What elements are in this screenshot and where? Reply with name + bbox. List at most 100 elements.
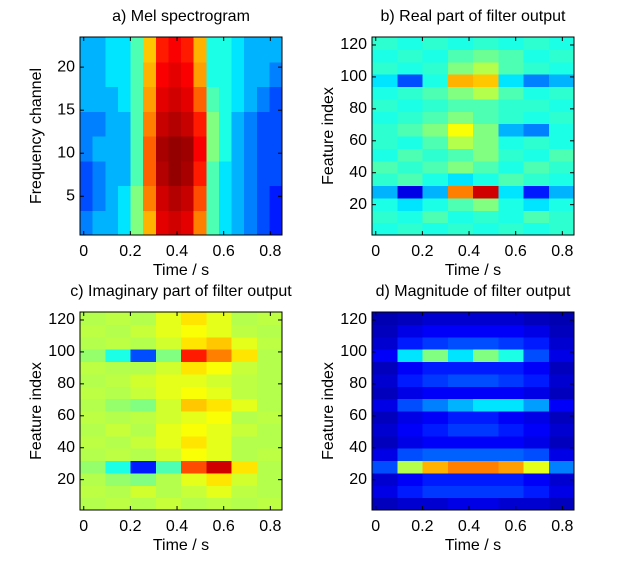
cell <box>473 398 499 412</box>
cell <box>523 485 550 499</box>
cell <box>372 472 398 486</box>
cell <box>105 497 132 511</box>
cell <box>80 435 106 449</box>
cell <box>206 361 233 375</box>
cell <box>244 160 258 187</box>
cell <box>548 185 575 199</box>
cell <box>397 210 424 224</box>
cell <box>397 398 424 412</box>
cell <box>422 386 449 400</box>
cell <box>105 185 119 211</box>
cell <box>244 185 258 211</box>
cell <box>105 312 132 325</box>
y-axis-label: Feature index <box>28 362 45 460</box>
cell <box>231 210 245 236</box>
cell <box>523 423 550 437</box>
cell <box>447 74 474 88</box>
cell <box>473 336 499 350</box>
cell <box>117 185 132 211</box>
cell <box>473 98 499 112</box>
cell <box>193 37 207 63</box>
cell <box>181 136 195 162</box>
cell <box>256 61 270 88</box>
cell <box>523 61 550 75</box>
x-tick-label: 0.4 <box>166 518 188 535</box>
cell <box>397 160 424 174</box>
cell <box>498 398 525 412</box>
cell <box>548 136 575 149</box>
cell <box>548 398 575 412</box>
cell <box>130 435 157 449</box>
cell <box>523 460 550 474</box>
cell <box>130 460 157 474</box>
cell <box>447 148 474 162</box>
cell <box>80 460 106 474</box>
cell <box>256 460 283 474</box>
cell <box>206 160 220 187</box>
cell <box>397 361 424 375</box>
cell <box>181 386 207 400</box>
cell <box>117 136 132 162</box>
cell <box>256 37 270 63</box>
cell <box>372 324 398 338</box>
cell <box>397 423 424 437</box>
cell <box>218 136 233 162</box>
cell <box>80 386 106 400</box>
cell <box>523 49 550 63</box>
cell <box>155 435 182 449</box>
cell <box>105 435 132 449</box>
cell <box>168 111 182 137</box>
cell <box>155 185 169 211</box>
cell <box>155 460 182 474</box>
cell <box>372 423 398 437</box>
cell <box>498 185 525 199</box>
cell <box>92 185 106 211</box>
cell <box>372 136 398 149</box>
cell <box>498 123 525 137</box>
cell <box>206 86 220 112</box>
cell <box>80 210 94 236</box>
x-tick-label: 0.2 <box>411 518 433 535</box>
cell <box>473 411 499 424</box>
cell <box>181 324 207 338</box>
cell <box>256 324 283 338</box>
panel-title: d) Magnitude of filter output <box>376 283 571 300</box>
cell <box>473 37 499 50</box>
cell <box>498 497 525 511</box>
y-tick-label: 20 <box>349 471 367 488</box>
cell <box>523 98 550 112</box>
cell <box>130 61 144 88</box>
cell <box>181 61 195 88</box>
cell <box>397 336 424 350</box>
cell <box>473 386 499 400</box>
cell <box>498 37 525 50</box>
cell <box>231 398 258 412</box>
cell <box>256 423 283 437</box>
cell <box>80 361 106 375</box>
cell <box>105 485 132 499</box>
cell <box>523 349 550 363</box>
cell <box>498 86 525 100</box>
cell <box>130 185 144 211</box>
cell <box>181 336 207 350</box>
cell <box>269 160 283 187</box>
cell <box>548 61 575 75</box>
cell <box>206 336 233 350</box>
x-tick-label: 0.6 <box>213 243 235 260</box>
cell <box>117 37 132 63</box>
cell <box>231 411 258 424</box>
cell <box>397 312 424 325</box>
cell <box>447 185 474 199</box>
cell <box>548 98 575 112</box>
cell <box>256 411 283 424</box>
cell <box>548 373 575 387</box>
cell <box>130 312 157 325</box>
axes-box <box>79 311 283 511</box>
cell <box>523 497 550 511</box>
cell <box>244 210 258 236</box>
cell <box>548 448 575 462</box>
cell <box>231 423 258 437</box>
cell <box>181 185 195 211</box>
y-tick-label: 80 <box>57 375 75 392</box>
x-tick-label: 0 <box>371 243 380 260</box>
